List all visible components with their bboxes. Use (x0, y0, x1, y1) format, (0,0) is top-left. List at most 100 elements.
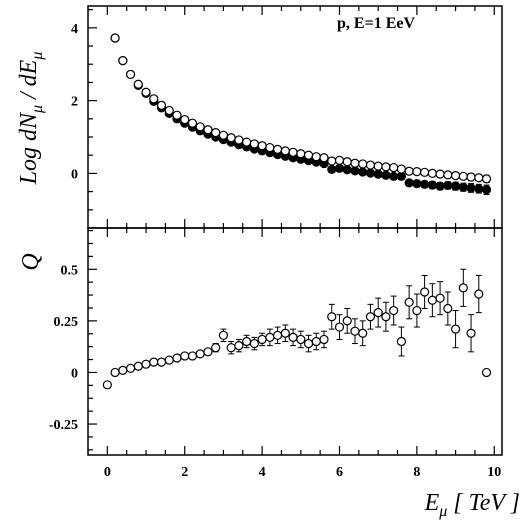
bottom-point-open (156, 357, 167, 367)
bottom-point-open (149, 357, 159, 367)
top-point-open (303, 150, 314, 160)
bottom-point-open (412, 305, 422, 316)
bottom-point-open (443, 303, 453, 314)
bottom-point-open (327, 312, 337, 322)
bottom-point-open (141, 359, 151, 369)
top-point-open (218, 130, 229, 140)
bottom-ytick-label: 0.5 (61, 263, 79, 278)
bottom-point-open (373, 308, 383, 318)
bottom-point-open (226, 343, 236, 353)
bottom-point-open (125, 363, 136, 373)
top-point-filled (427, 180, 437, 190)
bottom-point-open (342, 316, 352, 326)
bottom-point-open (164, 355, 174, 365)
xtick-label: 2 (181, 465, 188, 480)
bottom-point-open (458, 283, 468, 293)
top-point-open (466, 172, 476, 182)
top-point-open (187, 118, 198, 128)
xtick-label: 10 (487, 465, 501, 480)
bottom-frame (87, 227, 503, 456)
bottom-point-open (195, 349, 205, 359)
bottom-point-open (420, 287, 430, 297)
top-ylabel-sub: μ (29, 105, 46, 114)
top-point-open (443, 170, 453, 180)
x-axis-label: Eμ [ TeV ] (424, 490, 520, 520)
svg-text:Log dNμ / dEμ: Log dNμ / dEμ (16, 52, 46, 186)
top-point-open (211, 128, 221, 138)
top-point-open (350, 158, 360, 168)
bottom-ytick-label: 0.25 (54, 315, 79, 330)
bottom-point-open (435, 293, 445, 303)
bottom-point-open (427, 295, 437, 305)
top-point-open (156, 100, 167, 110)
bottom-point-open (102, 380, 112, 390)
top-point-open (172, 110, 182, 120)
bottom-point-open (296, 334, 306, 345)
bottom-point-open (288, 332, 298, 342)
top-point-open (296, 149, 306, 159)
top-point-open (435, 169, 445, 179)
top-point-filled (389, 171, 399, 181)
x-label-main: E (424, 490, 440, 516)
top-point-filled (450, 181, 461, 191)
annotation-label: p, E=1 EeV (337, 15, 415, 32)
top-point-filled (466, 183, 476, 193)
top-point-open (327, 156, 337, 166)
top-point-open (342, 157, 352, 167)
bottom-point-open (257, 334, 267, 345)
bottom-point-open (280, 328, 290, 338)
bottom-point-open (481, 367, 492, 378)
top-ylabel-mid: / dE (16, 59, 42, 105)
bottom-point-open (242, 336, 252, 347)
top-point-open (118, 55, 128, 66)
top-point-open (474, 173, 484, 183)
bottom-point-open (311, 336, 321, 347)
top-point-open (164, 105, 174, 116)
bottom-point-open (334, 322, 345, 332)
bottom-ytick-label: 0 (71, 366, 78, 381)
bottom-point-open (381, 312, 391, 322)
top-point-open (180, 114, 190, 125)
top-point-filled (373, 169, 383, 179)
top-point-open (334, 155, 345, 165)
top-point-open (203, 125, 213, 135)
bottom-point-open (404, 297, 414, 307)
top-point-filled (404, 178, 414, 188)
bottom-point-open (180, 351, 190, 361)
bottom-point-open (211, 343, 221, 353)
top-point-open (420, 167, 430, 177)
bottom-point-open (110, 367, 120, 378)
top-point-open (133, 79, 143, 89)
top-point-open (141, 87, 151, 97)
top-point-open (319, 153, 329, 163)
bottom-point-open (218, 330, 229, 340)
bottom-point-open (203, 347, 213, 357)
top-point-filled (327, 164, 337, 175)
top-point-open (373, 161, 383, 171)
top-point-open (427, 168, 437, 179)
bottom-point-open (303, 338, 314, 349)
bottom-ytick-label: -0.25 (49, 418, 78, 433)
bottom-point-open (319, 334, 329, 345)
bottom-point-open (389, 305, 399, 316)
top-point-open (288, 147, 298, 157)
top-point-open (257, 141, 267, 151)
bottom-point-open (450, 324, 461, 334)
top-point-open (242, 137, 252, 147)
top-point-filled (474, 184, 484, 194)
bottom-point-open (234, 341, 244, 351)
xtick-label: 6 (336, 465, 343, 480)
top-point-filled (358, 167, 368, 177)
top-point-open (272, 144, 283, 154)
bottom-ylabel: Q (18, 253, 44, 270)
top-point-open (195, 122, 205, 132)
x-label-sub: μ (438, 503, 447, 520)
bottom-point-open (272, 330, 283, 340)
top-point-open (226, 133, 236, 143)
top-ytick-label: 2 (71, 95, 78, 110)
top-point-filled (443, 180, 453, 191)
bottom-point-open (187, 351, 198, 361)
top-point-open (358, 159, 368, 169)
top-point-filled (365, 168, 376, 178)
top-point-open (234, 135, 244, 145)
